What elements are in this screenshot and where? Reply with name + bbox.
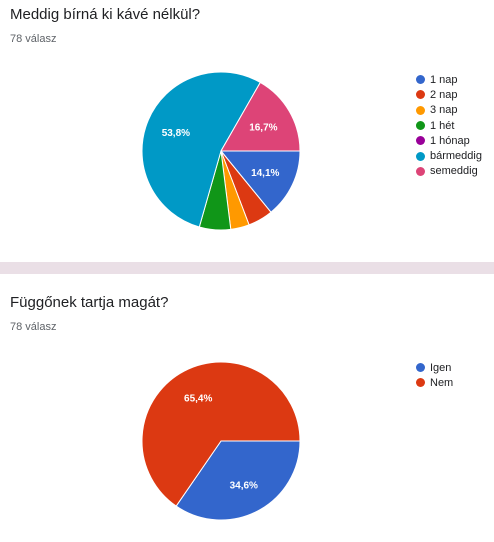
legend-swatch <box>416 363 425 373</box>
pie-slice-semeddig[interactable] <box>220 81 301 152</box>
legend-swatch <box>416 90 425 100</box>
pie-slice-1-nap[interactable] <box>219 150 301 213</box>
legend-item-1-honap[interactable]: 1 hónap <box>416 133 482 148</box>
legend-label: 1 hónap <box>430 134 470 147</box>
legend-item-3-nap[interactable]: 3 nap <box>416 103 482 118</box>
legend-item-igen[interactable]: Igen <box>416 360 453 375</box>
pie-slice-igen[interactable] <box>175 440 301 521</box>
response-count: 78 válasz <box>10 321 57 333</box>
pie-slice-barmeddig[interactable] <box>141 71 261 228</box>
legend-swatch <box>416 75 425 85</box>
question-title: Meddig bírná ki kávé nélkül? <box>10 6 201 23</box>
pie-chart-addiction: 34,6% 65,4% <box>141 361 301 521</box>
legend-label: 1 hét <box>430 119 455 132</box>
legend-swatch <box>416 121 425 131</box>
card-divider <box>0 262 494 274</box>
survey-card-1: Meddig bírná ki kávé nélkül? 78 válasz 1… <box>0 0 494 262</box>
legend-swatch <box>416 378 425 388</box>
legend-label: bármeddig <box>430 150 482 163</box>
legend-label: 1 nap <box>430 73 458 86</box>
legend-label: 3 nap <box>430 104 458 117</box>
legend-label: Igen <box>430 361 452 374</box>
chart-legend: 1 nap 2 nap 3 nap 1 hét 1 hónap bármeddig seme… <box>416 72 482 179</box>
legend-item-1-het[interactable]: 1 hét <box>416 118 482 133</box>
legend-item-2-nap[interactable]: 2 nap <box>416 87 482 102</box>
legend-swatch <box>416 136 425 146</box>
legend-swatch <box>416 166 425 176</box>
legend-item-nem[interactable]: Nem <box>416 375 453 390</box>
legend-label: semeddig <box>430 165 478 178</box>
legend-item-barmeddig[interactable]: bármeddig <box>416 148 482 163</box>
pie-chart-coffee: 14,1% 53,8% 16,7% <box>141 71 301 231</box>
chart-legend: Igen Nem <box>416 360 453 391</box>
slice-label-nem: 65,4% <box>184 394 212 405</box>
legend-swatch <box>416 151 425 161</box>
response-count: 78 válasz <box>10 33 57 45</box>
legend-swatch <box>416 105 425 115</box>
legend-item-1-nap[interactable]: 1 nap <box>416 72 482 87</box>
question-title: Függőnek tartja magát? <box>10 294 169 311</box>
survey-card-2: Függőnek tartja magát? 78 válasz 34,6% 65… <box>0 274 494 542</box>
legend-item-semeddig[interactable]: semeddig <box>416 164 482 179</box>
slice-label-1-nap: 14,1% <box>251 168 279 179</box>
legend-label: 2 nap <box>430 88 458 101</box>
slice-label-igen: 34,6% <box>230 480 258 491</box>
slice-label-semeddig: 16,7% <box>249 122 277 133</box>
legend-label: Nem <box>430 376 454 389</box>
slice-label-barmeddig: 53,8% <box>162 128 190 139</box>
pie-slice-nem[interactable] <box>141 361 301 507</box>
